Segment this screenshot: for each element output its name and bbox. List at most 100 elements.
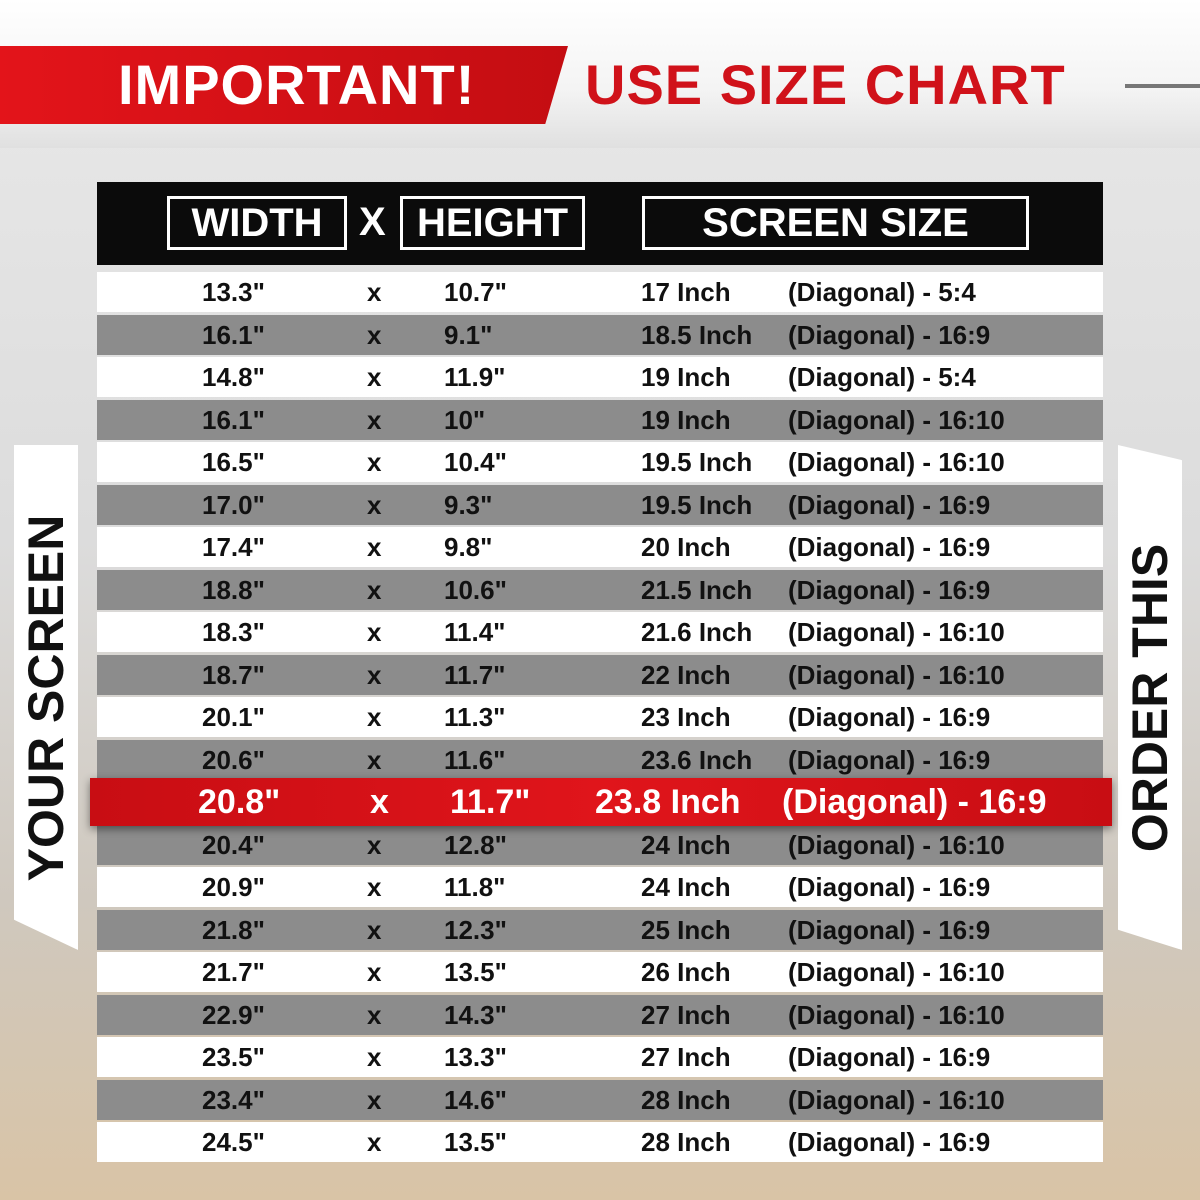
x-cell: x	[367, 1084, 382, 1115]
your-screen-label: YOUR SCREEN	[18, 514, 74, 881]
height-cell: 12.8"	[444, 829, 507, 860]
order-this-label: ORDER THIS	[1122, 543, 1178, 852]
table-row: 16.5" x 10.4" 19.5 Inch (Diagonal) - 16:10	[97, 442, 1103, 482]
size-cell: 25 Inch	[641, 914, 731, 945]
height-cell: 14.3"	[444, 999, 507, 1030]
width-cell: 20.6"	[202, 744, 265, 775]
diagonal-cell: (Diagonal) - 16:10	[788, 829, 1005, 860]
x-cell: x	[367, 914, 382, 945]
size-cell: 20 Inch	[641, 532, 731, 562]
width-cell: 17.4"	[202, 532, 265, 562]
your-screen-ribbon: YOUR SCREEN	[14, 445, 78, 950]
diagonal-cell: (Diagonal) - 16:10	[788, 1084, 1005, 1115]
height-cell: 9.1"	[444, 319, 493, 350]
table-row: 13.3" x 10.7" 17 Inch (Diagonal) - 5:4	[97, 272, 1103, 312]
diagonal-cell: (Diagonal) - 16:9	[782, 783, 1047, 821]
width-cell: 20.9"	[202, 872, 265, 902]
diagonal-cell: (Diagonal) - 16:9	[788, 1127, 991, 1157]
table-row: 20.1" x 11.3" 23 Inch (Diagonal) - 16:9	[97, 697, 1103, 737]
x-cell: x	[367, 574, 382, 605]
width-cell: 20.4"	[202, 829, 265, 860]
banner-title: USE SIZE CHART	[585, 53, 1066, 116]
size-cell: 26 Inch	[641, 957, 731, 987]
diagonal-cell: (Diagonal) - 5:4	[788, 277, 976, 307]
table-row: 16.1" x 10" 19 Inch (Diagonal) - 16:10	[97, 399, 1103, 440]
size-cell: 23.8 Inch	[595, 783, 741, 821]
header-height: HEIGHT	[400, 196, 585, 250]
height-cell: 11.7"	[450, 783, 531, 821]
x-cell: x	[367, 872, 382, 902]
size-cell: 28 Inch	[641, 1084, 731, 1115]
header-screen-size: SCREEN SIZE	[642, 196, 1029, 250]
highlighted-row: 20.8" x 11.7" 23.8 Inch (Diagonal) - 16:9	[90, 778, 1112, 826]
width-cell: 18.8"	[202, 574, 265, 605]
table-row: 23.4" x 14.6" 28 Inch (Diagonal) - 16:10	[97, 1079, 1103, 1120]
x-cell: x	[367, 617, 382, 647]
table-row: 18.8" x 10.6" 21.5 Inch (Diagonal) - 16:9	[97, 569, 1103, 610]
size-cell: 23.6 Inch	[641, 744, 753, 775]
diagonal-cell: (Diagonal) - 16:10	[788, 404, 1005, 435]
diagonal-cell: (Diagonal) - 16:9	[788, 872, 991, 902]
width-cell: 16.1"	[202, 319, 265, 350]
table-row: 18.7" x 11.7" 22 Inch (Diagonal) - 16:10	[97, 654, 1103, 695]
x-cell: x	[367, 447, 382, 477]
x-cell: x	[367, 957, 382, 987]
width-cell: 20.1"	[202, 702, 265, 732]
height-cell: 13.5"	[444, 1127, 507, 1157]
diagonal-cell: (Diagonal) - 16:9	[788, 574, 991, 605]
red-banner-tab	[0, 46, 568, 124]
size-chart-table: WIDTH X HEIGHT SCREEN SIZE 13.3" x 10.7" 17…	[97, 182, 1103, 1164]
table-row: 21.8" x 12.3" 25 Inch (Diagonal) - 16:9	[97, 909, 1103, 950]
size-cell: 19.5 Inch	[641, 489, 753, 520]
diagonal-cell: (Diagonal) - 16:10	[788, 447, 1005, 477]
width-cell: 14.8"	[202, 362, 265, 392]
important-label: IMPORTANT!	[118, 53, 476, 116]
width-cell: 18.7"	[202, 659, 265, 690]
x-cell: x	[367, 489, 382, 520]
size-cell: 17 Inch	[641, 277, 731, 307]
size-cell: 27 Inch	[641, 999, 731, 1030]
height-cell: 11.9"	[444, 362, 506, 392]
table-row: 18.3" x 11.4" 21.6 Inch (Diagonal) - 16:10	[97, 612, 1103, 652]
header-x: X	[359, 200, 386, 244]
diagonal-cell: (Diagonal) - 16:10	[788, 659, 1005, 690]
diagonal-cell: (Diagonal) - 16:9	[788, 319, 991, 350]
x-cell: x	[367, 319, 382, 350]
table-row: 17.4" x 9.8" 20 Inch (Diagonal) - 16:9	[97, 527, 1103, 567]
table-row: 20.4" x 12.8" 24 Inch (Diagonal) - 16:10	[97, 824, 1103, 865]
diagonal-cell: (Diagonal) - 5:4	[788, 362, 976, 392]
x-cell: x	[367, 362, 382, 392]
width-cell: 23.4"	[202, 1084, 265, 1115]
width-cell: 20.8"	[198, 783, 281, 821]
diagonal-cell: (Diagonal) - 16:9	[788, 489, 991, 520]
table-row: 16.1" x 9.1" 18.5 Inch (Diagonal) - 16:9	[97, 314, 1103, 355]
x-cell: x	[367, 277, 382, 307]
height-cell: 11.4"	[444, 617, 506, 647]
x-cell: x	[367, 744, 382, 775]
size-cell: 22 Inch	[641, 659, 731, 690]
width-cell: 24.5"	[202, 1127, 265, 1157]
size-cell: 19 Inch	[641, 404, 731, 435]
diagonal-cell: (Diagonal) - 16:9	[788, 1042, 991, 1072]
width-cell: 17.0"	[202, 489, 265, 520]
width-cell: 13.3"	[202, 277, 265, 307]
table-row: 17.0" x 9.3" 19.5 Inch (Diagonal) - 16:9	[97, 484, 1103, 525]
diagonal-cell: (Diagonal) - 16:10	[788, 617, 1005, 647]
diagonal-cell: (Diagonal) - 16:9	[788, 702, 991, 732]
x-cell: x	[367, 702, 382, 732]
diagonal-cell: (Diagonal) - 16:10	[788, 999, 1005, 1030]
width-cell: 21.7"	[202, 957, 265, 987]
height-cell: 9.3"	[444, 489, 493, 520]
width-cell: 18.3"	[202, 617, 265, 647]
table-row: 20.6" x 11.6" 23.6 Inch (Diagonal) - 16:9	[97, 739, 1103, 780]
decorative-rule	[1125, 84, 1200, 88]
diagonal-cell: (Diagonal) - 16:9	[788, 744, 991, 775]
table-row: 23.5" x 13.3" 27 Inch (Diagonal) - 16:9	[97, 1037, 1103, 1077]
table-row: 14.8" x 11.9" 19 Inch (Diagonal) - 5:4	[97, 357, 1103, 397]
height-cell: 12.3"	[444, 914, 507, 945]
x-cell: x	[367, 829, 382, 860]
size-cell: 19 Inch	[641, 362, 731, 392]
height-cell: 11.6"	[444, 744, 506, 775]
width-cell: 21.8"	[202, 914, 265, 945]
height-cell: 13.3"	[444, 1042, 507, 1072]
